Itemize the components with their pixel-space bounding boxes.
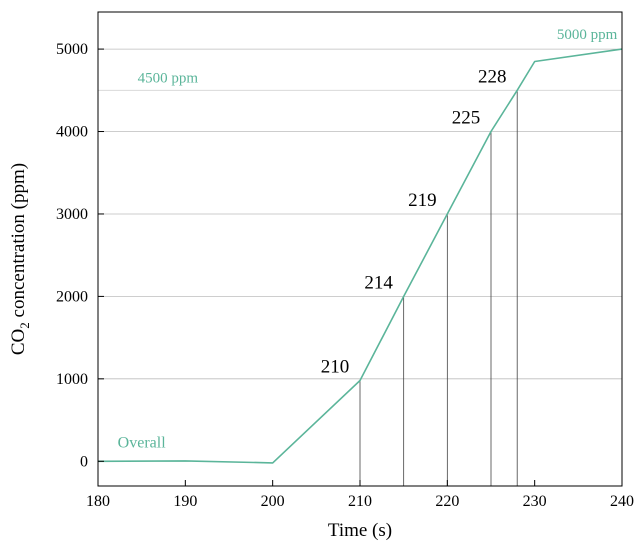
y-tick-label-4000: 4000 bbox=[56, 124, 88, 141]
y-axis-title-co: CO bbox=[8, 329, 29, 355]
y-tick-label-1000: 1000 bbox=[56, 371, 88, 388]
top-label-5000-ppm: 5000 ppm bbox=[557, 27, 618, 43]
x-tick-label-240: 240 bbox=[610, 493, 634, 510]
drop-lines-layer bbox=[359, 90, 518, 486]
series-label-overall: Overall bbox=[118, 434, 167, 451]
labels-layer: 4500 ppm 5000 ppm Overall 210 214 219 225 228 bbox=[118, 27, 618, 451]
x-tick-label-180: 180 bbox=[86, 493, 110, 510]
series-line-overall bbox=[97, 48, 623, 464]
annotation-label-214: 214 bbox=[364, 272, 393, 293]
y-tick-label-5000: 5000 bbox=[56, 41, 88, 58]
x-tick-label-190: 190 bbox=[173, 493, 197, 510]
x-tick-label-220: 220 bbox=[435, 493, 459, 510]
series-layer bbox=[97, 48, 623, 464]
threshold-label-4500: 4500 ppm bbox=[138, 70, 199, 86]
ticks-layer: 180 190 200 210 220 230 240 0 1000 2000 3000 4000 50… bbox=[56, 41, 634, 510]
annotation-label-228: 228 bbox=[478, 66, 507, 87]
grid-layer bbox=[98, 48, 622, 380]
annotation-label-225: 225 bbox=[452, 108, 481, 129]
x-tick-label-210: 210 bbox=[348, 493, 372, 510]
x-tick-label-200: 200 bbox=[261, 493, 285, 510]
x-axis-title: Time (s) bbox=[328, 520, 392, 541]
y-tick-label-2000: 2000 bbox=[56, 288, 88, 305]
y-tick-label-0: 0 bbox=[80, 453, 88, 470]
y-axis-title-rest: concentration (ppm) bbox=[8, 163, 29, 322]
y-tick-label-3000: 3000 bbox=[56, 206, 88, 223]
y-axis-title: CO2 concentration (ppm) bbox=[8, 163, 32, 355]
y-axis-title-subscript: 2 bbox=[17, 322, 32, 329]
annotation-label-210: 210 bbox=[321, 356, 350, 377]
annotation-label-219: 219 bbox=[408, 190, 437, 211]
x-tick-label-230: 230 bbox=[523, 493, 547, 510]
